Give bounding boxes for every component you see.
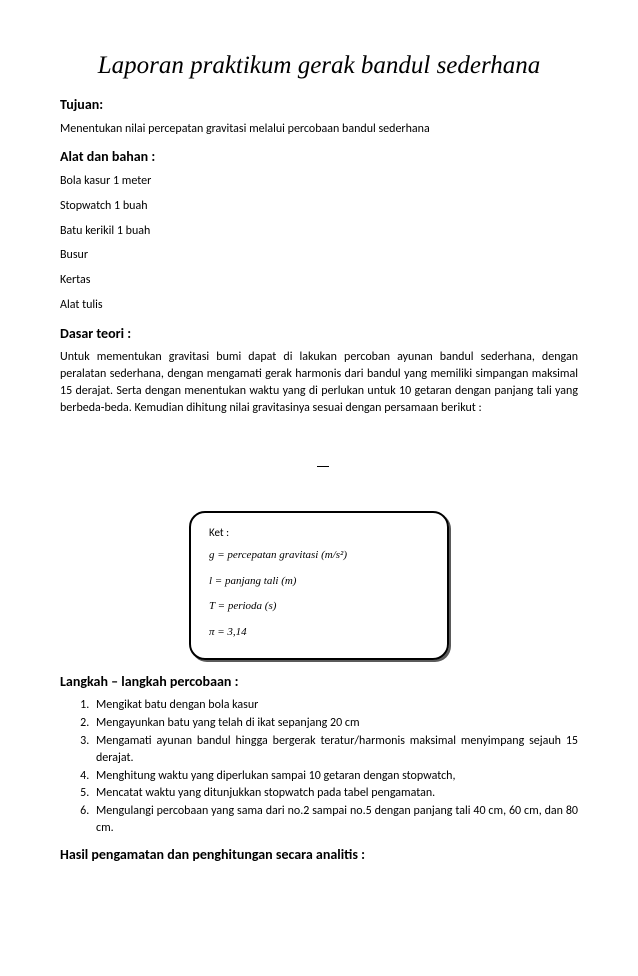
formula-fraction — [317, 466, 329, 467]
document-title: Laporan praktikum gerak bandul sederhana — [60, 48, 578, 83]
text-dasar: Untuk mementukan gravitasi bumi dapat di… — [60, 349, 578, 416]
text-tujuan: Menentukan nilai percepatan gravitasi me… — [60, 121, 578, 138]
heading-hasil: Hasil pengamatan dan penghitungan secara… — [60, 845, 578, 865]
ket-box-wrapper: Ket : g = percepatan gravitasi (m/s²) l … — [189, 511, 449, 660]
formula-numerator — [317, 466, 329, 467]
steps-list: Mengikat batu dengan bola kasur Mengayun… — [92, 697, 578, 836]
step-2: Mengayunkan batu yang telah di ikat sepa… — [92, 715, 578, 732]
ket-line-g: g = percepatan gravitasi (m/s²) — [209, 548, 429, 563]
formula-main — [60, 447, 578, 483]
ket-title: Ket : — [209, 525, 429, 540]
alat-item-4: Kertas — [60, 272, 578, 289]
heading-langkah: Langkah – langkah percobaan : — [60, 672, 578, 692]
step-3: Mengamati ayunan bandul hingga bergerak … — [92, 733, 578, 767]
ket-line-T: T = perioda (s) — [209, 599, 429, 614]
heading-tujuan: Tujuan: — [60, 95, 578, 115]
heading-alat: Alat dan bahan : — [60, 147, 578, 167]
alat-item-2: Batu kerikil 1 buah — [60, 223, 578, 240]
ket-line-pi: π = 3,14 — [209, 625, 429, 640]
step-4: Menghitung waktu yang diperlukan sampai … — [92, 768, 578, 785]
alat-item-5: Alat tulis — [60, 297, 578, 314]
alat-item-3: Busur — [60, 247, 578, 264]
ket-line-l: l = panjang tali (m) — [209, 574, 429, 589]
ket-box: Ket : g = percepatan gravitasi (m/s²) l … — [189, 511, 449, 660]
alat-item-1: Stopwatch 1 buah — [60, 198, 578, 215]
step-5: Mencatat waktu yang ditunjukkan stopwatc… — [92, 785, 578, 802]
step-6: Mengulangi percobaan yang sama dari no.2… — [92, 803, 578, 837]
heading-dasar: Dasar teori : — [60, 324, 578, 344]
step-1: Mengikat batu dengan bola kasur — [92, 697, 578, 714]
alat-item-0: Bola kasur 1 meter — [60, 173, 578, 190]
